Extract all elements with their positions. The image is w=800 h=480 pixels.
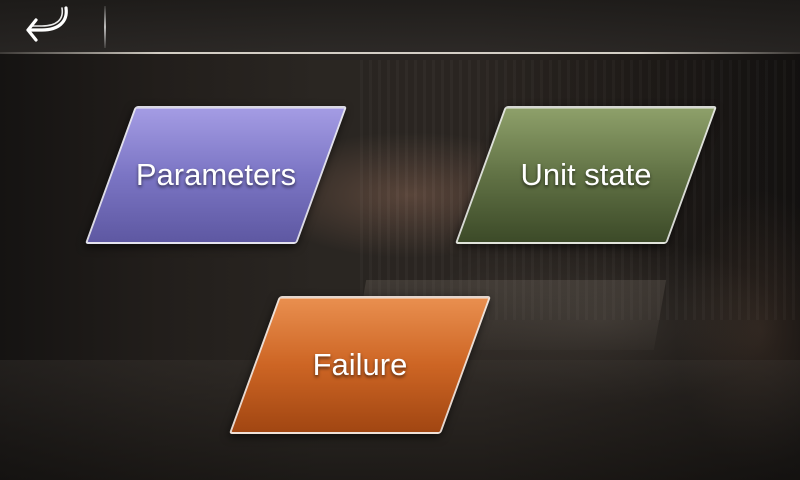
parameters-label: Parameters [135,157,297,192]
failure-label: Failure [312,347,408,382]
unit-state-button[interactable]: Unit state [454,106,718,244]
parameters-button[interactable]: Parameters [84,106,348,244]
top-bar [0,0,800,52]
back-arrow-icon [26,6,68,42]
back-button[interactable] [14,4,70,48]
top-bar-divider [104,6,106,48]
unit-state-label: Unit state [520,157,652,192]
failure-button[interactable]: Failure [228,296,492,434]
top-bar-separator [0,52,800,54]
